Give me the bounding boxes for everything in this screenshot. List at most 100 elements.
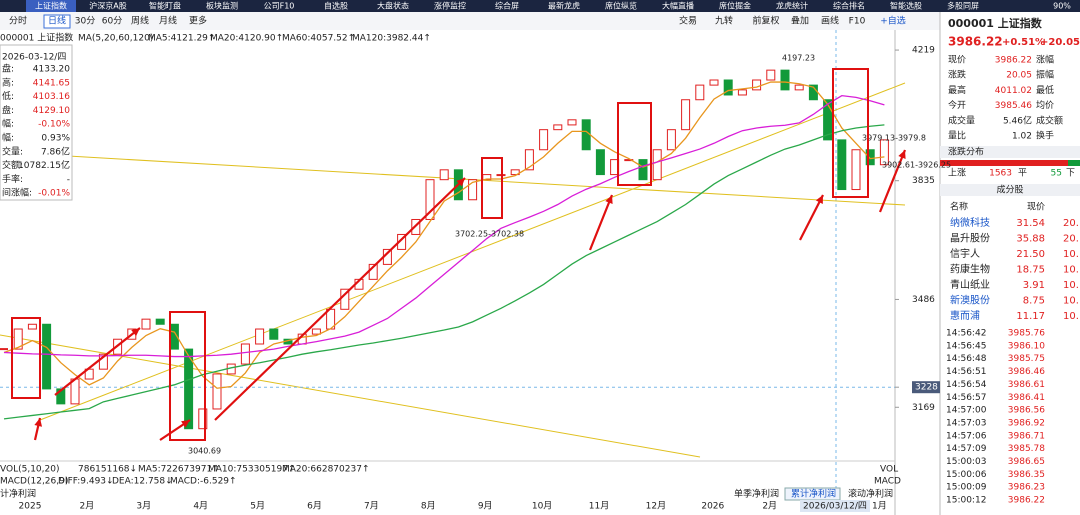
profit-button[interactable]: 累计净利润 (791, 488, 836, 500)
dw-label: 间涨幅: (2, 187, 32, 199)
profit-button[interactable]: 单季净利润 (734, 488, 779, 500)
cons-head: 名称 (950, 201, 968, 213)
quote-label: 涨跌 (948, 70, 966, 81)
period-button[interactable]: 分时 (9, 15, 27, 27)
tick-price: 3986.10 (1008, 341, 1045, 351)
dw-label: 幅: (2, 118, 14, 130)
arrow-head (456, 178, 465, 187)
candle (709, 79, 719, 86)
candle (98, 353, 108, 370)
quote-pct: +0.51% (1002, 37, 1045, 48)
menu-tab[interactable]: 沪深京A股 (89, 1, 126, 11)
candle (184, 348, 194, 430)
profit-button[interactable]: 滚动净利润 (848, 488, 893, 500)
stock-name[interactable]: 晶升股份 (950, 233, 990, 245)
menu-tab[interactable]: 90% (1053, 2, 1071, 11)
price-annotation: 3979.13-3979.8 (862, 134, 926, 143)
menu-tab[interactable]: 龙虎统计 (776, 1, 808, 11)
menu-tab[interactable]: 自选股 (324, 1, 348, 11)
candle (468, 179, 478, 201)
candle (0, 348, 8, 351)
macd-legend: MACD(12,26,9) (0, 477, 68, 487)
tick-price: 3986.46 (1008, 367, 1045, 377)
tool-button[interactable]: 叠加 (791, 16, 809, 27)
legend-ma60: MA60:4057.52↑ (282, 34, 355, 44)
price-annotation: 3702.25-3702.38 (455, 230, 524, 239)
cursor-date: 2026/03/12/四 (803, 502, 867, 512)
candle (439, 169, 449, 181)
tool-button[interactable]: +自选 (880, 15, 906, 27)
tool-button[interactable]: 画线 (821, 15, 839, 27)
candle (638, 159, 648, 181)
candle (865, 149, 875, 166)
period-button[interactable]: 60分 (102, 16, 122, 27)
dw-value: 0.93% (41, 134, 70, 144)
menu-tab[interactable]: 席位纵览 (605, 1, 637, 11)
toolbar (0, 12, 940, 30)
menu-tab[interactable]: 大幅直播 (662, 1, 694, 11)
period-button[interactable]: 30分 (75, 16, 95, 27)
vol-legend: MA5:722673971↑ (138, 465, 220, 475)
dw-label: 盘: (2, 104, 14, 116)
menu-tab[interactable]: 智能选股 (890, 1, 922, 11)
highlight-box (169, 311, 206, 441)
stock-pct: 20. (1063, 234, 1079, 245)
stock-name[interactable]: 信宇人 (950, 247, 980, 260)
candle (27, 323, 37, 330)
stock-name[interactable]: 药康生物 (950, 263, 990, 276)
menu-tab[interactable]: 涨停监控 (434, 1, 466, 11)
dist-up (940, 160, 1068, 166)
menu-tab[interactable]: 多股同屏 (947, 1, 979, 11)
tick-time: 15:00:12 (946, 496, 986, 506)
candle (240, 343, 250, 365)
stock-pct: 10. (1063, 265, 1079, 276)
menu-tab[interactable]: 上证指数 (35, 1, 67, 11)
menu-tab[interactable]: 智能盯盘 (149, 1, 181, 11)
highlight-box (617, 102, 652, 186)
dist-text: 平 (1018, 168, 1027, 179)
menu-tab[interactable]: 综合屏 (495, 1, 519, 11)
candle (567, 119, 577, 126)
candle (780, 69, 790, 91)
period-button[interactable]: 日线 (48, 15, 66, 27)
stock-pct: 10. (1063, 296, 1079, 307)
menu-tab[interactable]: 公司F10 (264, 2, 295, 11)
highlight-box (11, 317, 41, 399)
dw-value: -0.10% (38, 120, 70, 130)
candle (155, 318, 165, 325)
candle (794, 84, 804, 91)
stock-name[interactable]: 纳微科技 (950, 216, 990, 229)
tick-time: 14:57:06 (946, 431, 987, 441)
stock-pct: 20. (1063, 218, 1079, 229)
stock-name[interactable]: 青山纸业 (950, 278, 990, 291)
tick-time: 14:57:03 (946, 418, 986, 428)
tool-button[interactable]: F10 (849, 17, 866, 27)
tool-button[interactable]: 交易 (679, 15, 697, 27)
quote-value: 20.05 (1006, 71, 1032, 81)
tick-price: 3986.22 (1008, 496, 1045, 506)
vol-tag: VOL (880, 465, 898, 475)
stock-price: 11.17 (1016, 311, 1045, 322)
candle (198, 408, 208, 430)
legend-ma5: MA5:4121.29↑ (148, 34, 215, 44)
dw-value: 4141.65 (33, 78, 70, 88)
menu-tab[interactable]: 板块监测 (206, 1, 238, 11)
menu-tab[interactable]: 综合排名 (833, 1, 865, 11)
menu-tab[interactable]: 最新龙虎 (548, 1, 580, 11)
stock-name[interactable]: 新澳股份 (950, 294, 990, 307)
period-button[interactable]: 周线 (131, 15, 149, 27)
stock-name[interactable]: 惠而浦 (950, 309, 980, 322)
menu-tab[interactable]: 大盘状态 (377, 1, 409, 11)
candle (42, 323, 52, 390)
period-button[interactable]: 月线 (159, 15, 177, 27)
tool-button[interactable]: 前复权 (752, 15, 779, 27)
tool-button[interactable]: 九转 (715, 15, 733, 27)
tick-time: 15:00:03 (946, 457, 986, 467)
x-tick-label: 4月 (193, 501, 208, 512)
period-button[interactable]: 更多 (189, 15, 207, 27)
menu-tab[interactable]: 席位掘金 (719, 1, 751, 11)
arrow (54, 327, 141, 396)
tick-price: 3986.71 (1008, 431, 1045, 441)
y-tick-label: 3835 (912, 176, 935, 186)
dw-value: - (67, 175, 70, 185)
